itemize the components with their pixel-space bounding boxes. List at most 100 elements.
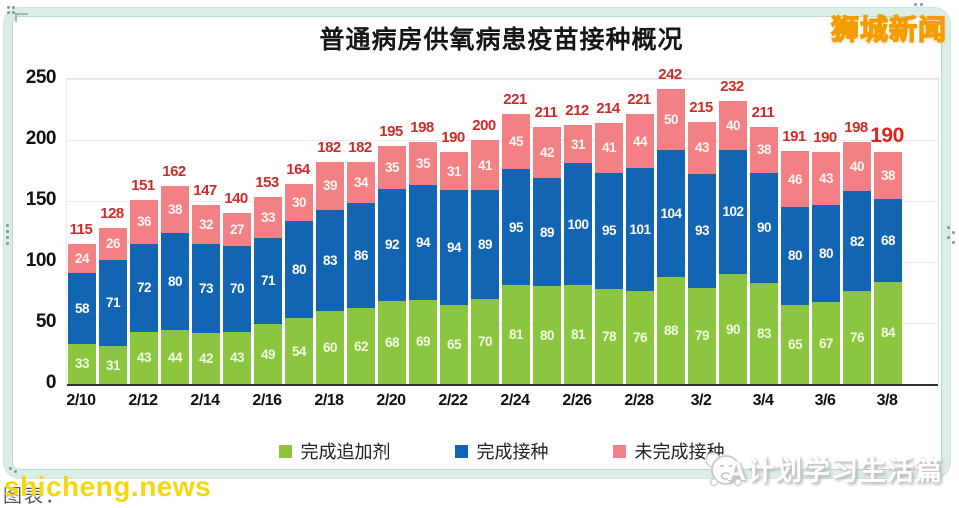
bar-2-10: 24 58 33 — [68, 243, 96, 384]
legend-item-notfull: 未完成接种 — [612, 438, 725, 464]
segment-full: 80 — [285, 220, 313, 319]
legend-swatch-icon — [612, 444, 626, 458]
bar-2-11: 26 71 31 — [99, 227, 127, 384]
handle-dot — [9, 467, 12, 470]
segment-value: 38 — [880, 167, 896, 183]
y-tick-label: 0 — [45, 372, 57, 393]
segment-full: 100 — [564, 163, 592, 286]
handle-dot — [12, 6, 15, 9]
segment-booster: 80 — [533, 286, 561, 384]
total-label: 242 — [658, 65, 682, 83]
total-label: 221 — [503, 91, 527, 109]
x-tick-label: 2/12 — [128, 392, 158, 409]
chat-emoji-icon — [701, 448, 747, 495]
segment-booster: 62 — [347, 308, 375, 384]
segment-full: 70 — [223, 246, 251, 332]
segment-value: 93 — [694, 223, 710, 239]
segment-value: 72 — [136, 280, 152, 296]
total-label: 164 — [286, 160, 310, 178]
segment-notfull: 43 — [688, 121, 716, 175]
segment-value: 71 — [260, 273, 276, 289]
segment-full: 102 — [719, 149, 747, 275]
segment-notfull: 43 — [812, 152, 840, 205]
segment-value: 90 — [725, 321, 741, 337]
bar-3-4: 38 90 83 — [750, 126, 778, 384]
segment-booster: 90 — [719, 274, 747, 384]
handle-dot — [7, 6, 10, 9]
segment-notfull: 45 — [502, 114, 530, 170]
x-tick-label: 2/18 — [314, 392, 344, 409]
total-label: 190 — [441, 129, 465, 147]
segment-value: 36 — [136, 214, 152, 230]
segment-booster: 60 — [316, 310, 344, 384]
segment-booster: 83 — [750, 282, 778, 384]
total-label: 211 — [751, 103, 775, 121]
bar-2-19: 34 86 62 — [347, 162, 375, 384]
x-tick-label: 3/4 — [752, 392, 774, 409]
segment-notfull: 31 — [440, 152, 468, 191]
chart-credit-text: 图表： — [3, 486, 67, 507]
segment-value: 62 — [353, 338, 369, 354]
segment-value: 86 — [353, 248, 369, 264]
segment-notfull: 30 — [285, 183, 313, 221]
segment-value: 81 — [570, 327, 586, 343]
bar-2-24: 45 95 81 — [502, 114, 530, 384]
segment-value: 78 — [601, 328, 617, 344]
segment-full: 58 — [68, 273, 96, 344]
x-tick-label: 2/22 — [438, 392, 468, 409]
total-label: 115 — [69, 220, 93, 238]
segment-booster: 43 — [223, 331, 251, 384]
segment-notfull: 27 — [223, 213, 251, 247]
segment-value: 80 — [787, 248, 803, 264]
segment-value: 83 — [756, 325, 772, 341]
handle-dot — [947, 236, 950, 239]
segment-value: 34 — [353, 175, 369, 191]
segment-value: 70 — [477, 333, 493, 349]
y-tick-label: 200 — [25, 128, 57, 149]
total-label: 214 — [596, 99, 620, 117]
segment-value: 31 — [446, 163, 462, 179]
segment-value: 104 — [660, 205, 682, 221]
handle-dot — [920, 3, 923, 6]
segment-booster: 76 — [843, 291, 871, 384]
chart-legend: 完成追加剂 完成接种 未完成接种 — [66, 438, 937, 464]
bar-2-12: 36 72 43 — [130, 199, 158, 384]
segment-booster: 49 — [254, 324, 282, 384]
bar-2-28: 44 101 76 — [626, 114, 654, 384]
segment-value: 45 — [508, 134, 524, 150]
total-label: 151 — [131, 176, 155, 194]
segment-full: 89 — [471, 190, 499, 299]
segment-value: 39 — [322, 178, 338, 194]
segment-booster: 69 — [409, 299, 437, 384]
segment-value: 27 — [229, 222, 245, 238]
segment-value: 26 — [105, 236, 121, 252]
handle-dot — [6, 224, 9, 227]
segment-booster: 81 — [502, 285, 530, 384]
legend-item-full: 完成接种 — [454, 438, 549, 464]
segment-value: 84 — [880, 325, 896, 341]
total-label: 215 — [689, 98, 713, 116]
total-label: 182 — [348, 138, 372, 156]
segment-notfull: 44 — [626, 114, 654, 169]
segment-full: 94 — [440, 190, 468, 305]
segment-full: 89 — [533, 177, 561, 287]
legend-label: 未完成接种 — [634, 442, 725, 462]
total-label: 221 — [627, 91, 651, 109]
segment-notfull: 50 — [657, 88, 685, 150]
segment-value: 95 — [601, 223, 617, 239]
segment-full: 94 — [409, 185, 437, 300]
segment-booster: 65 — [781, 304, 809, 384]
total-label: 162 — [162, 163, 186, 181]
total-label: 147 — [193, 181, 217, 199]
total-label: 140 — [224, 190, 248, 208]
segment-value: 42 — [198, 350, 214, 366]
segment-notfull: 39 — [316, 161, 344, 210]
segment-value: 94 — [415, 234, 431, 250]
x-tick-label: 2/14 — [190, 392, 220, 409]
segment-notfull: 41 — [595, 122, 623, 173]
total-label: 200 — [472, 117, 496, 134]
segment-booster: 44 — [161, 330, 189, 384]
segment-value: 38 — [167, 202, 183, 218]
total-label: 232 — [720, 77, 744, 95]
